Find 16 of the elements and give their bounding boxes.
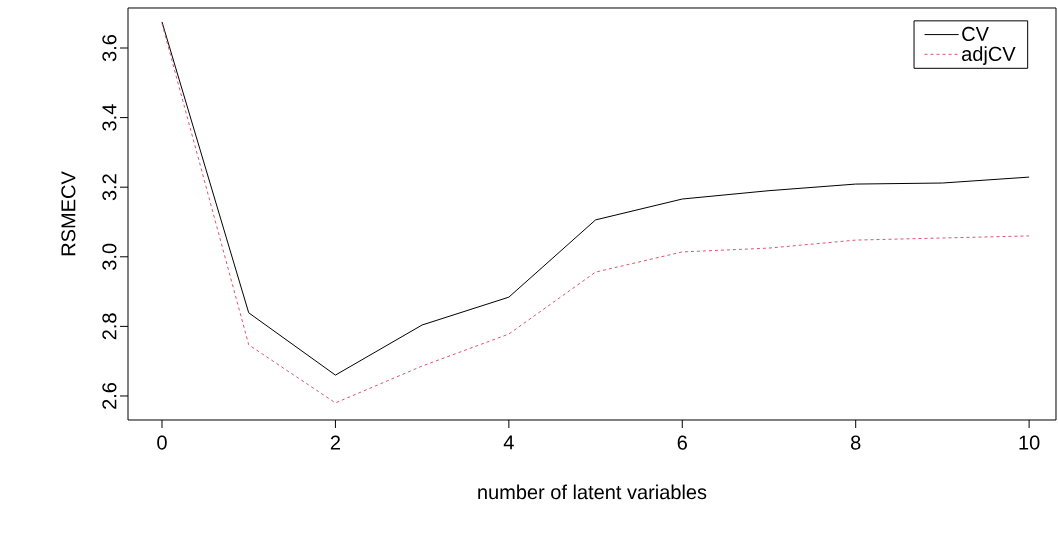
y-axis-title: RSMECV bbox=[61, 171, 76, 256]
y-tick-label: 3.2 bbox=[102, 174, 117, 201]
x-tick-label: 8 bbox=[850, 435, 861, 450]
x-tick-label: 0 bbox=[157, 435, 167, 450]
y-tick-label: 3.0 bbox=[102, 243, 117, 270]
x-tick-label: 6 bbox=[677, 435, 687, 450]
y-tick-label: 2.6 bbox=[102, 382, 117, 409]
y-tick-label: 3.4 bbox=[102, 104, 117, 131]
y-tick-label: 3.6 bbox=[102, 34, 117, 62]
x-axis-title: number of latent variables bbox=[478, 484, 707, 500]
x-tick-label: 10 bbox=[1019, 435, 1040, 450]
legend-label: adjCV bbox=[962, 46, 1016, 65]
x-tick-label: 4 bbox=[503, 435, 514, 450]
legend-label: CV bbox=[962, 26, 989, 41]
y-tick-label: 2.8 bbox=[102, 313, 117, 340]
x-tick-label: 2 bbox=[330, 435, 340, 450]
